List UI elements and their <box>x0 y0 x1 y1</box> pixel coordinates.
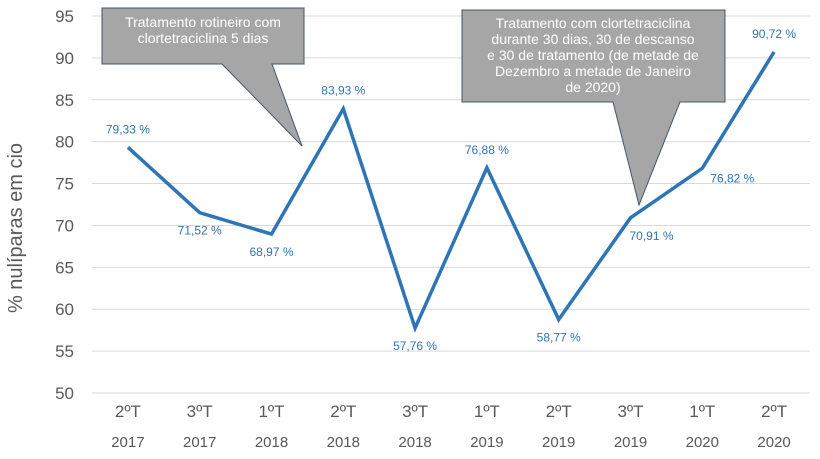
annotation-text: durante 30 dias, 30 de descanso <box>491 31 694 47</box>
x-tick-year: 2017 <box>183 434 216 451</box>
data-label: 68,97 % <box>249 245 293 259</box>
data-label: 76,82 % <box>710 171 754 185</box>
series-line <box>126 50 776 333</box>
annotation-text: e 30 de tratamento (de metade de <box>487 47 699 63</box>
x-tick-year: 2018 <box>327 434 360 451</box>
x-tick-year: 2018 <box>398 434 431 451</box>
x-tick-year: 2019 <box>614 434 647 451</box>
annotation-text: Tratamento com clortetraciclina <box>496 15 691 31</box>
annotation-text: de 2020) <box>565 79 620 95</box>
x-tick-quarter: 3ºT <box>617 402 643 421</box>
x-tick-year: 2020 <box>757 434 790 451</box>
x-tick-quarter: 2ºT <box>115 402 141 421</box>
data-label: 58,77 % <box>537 331 581 345</box>
y-axis-label: % nulíparas em cio <box>5 143 27 313</box>
x-tick-year: 2017 <box>111 434 144 451</box>
x-tick-quarter: 3ºT <box>187 402 213 421</box>
x-tick-quarter: 2ºT <box>330 402 356 421</box>
y-tick-label: 95 <box>55 7 74 26</box>
data-label: 83,93 % <box>321 84 365 98</box>
x-tick-quarter: 1ºT <box>258 402 284 421</box>
data-label: 90,72 % <box>752 27 796 41</box>
x-tick-year: 2019 <box>542 434 575 451</box>
data-label: 57,76 % <box>393 339 437 353</box>
annotation-text: clortetraciclina 5 dias <box>138 30 269 46</box>
data-label: 79,33 % <box>106 122 150 136</box>
x-tick-year: 2020 <box>686 434 719 451</box>
x-tick-quarter: 1ºT <box>689 402 715 421</box>
x-tick-quarter: 2ºT <box>546 402 572 421</box>
annotation-text: Tratamento rotineiro com <box>125 14 281 30</box>
x-tick-quarter: 2ºT <box>761 402 787 421</box>
y-tick-label: 55 <box>55 342 74 361</box>
y-tick-label: 85 <box>55 91 74 110</box>
x-tick-year: 2018 <box>255 434 288 451</box>
x-tick-quarter: 1ºT <box>474 402 500 421</box>
y-tick-label: 65 <box>55 258 74 277</box>
annotation-callout: Tratamento rotineiro comclortetraciclina… <box>101 7 305 147</box>
data-label: 70,91 % <box>629 229 673 243</box>
y-tick-label: 90 <box>55 49 74 68</box>
y-tick-label: 75 <box>55 175 74 194</box>
y-tick-label: 50 <box>55 384 74 403</box>
x-tick-quarter: 3ºT <box>402 402 428 421</box>
data-label: 71,52 % <box>178 224 222 238</box>
annotation-text: Dezembro a metade de Janeiro <box>495 63 691 79</box>
y-tick-label: 60 <box>55 300 74 319</box>
y-tick-label: 80 <box>55 133 74 152</box>
y-tick-label: 70 <box>55 216 74 235</box>
data-label: 76,88 % <box>465 143 509 157</box>
x-tick-year: 2019 <box>470 434 503 451</box>
